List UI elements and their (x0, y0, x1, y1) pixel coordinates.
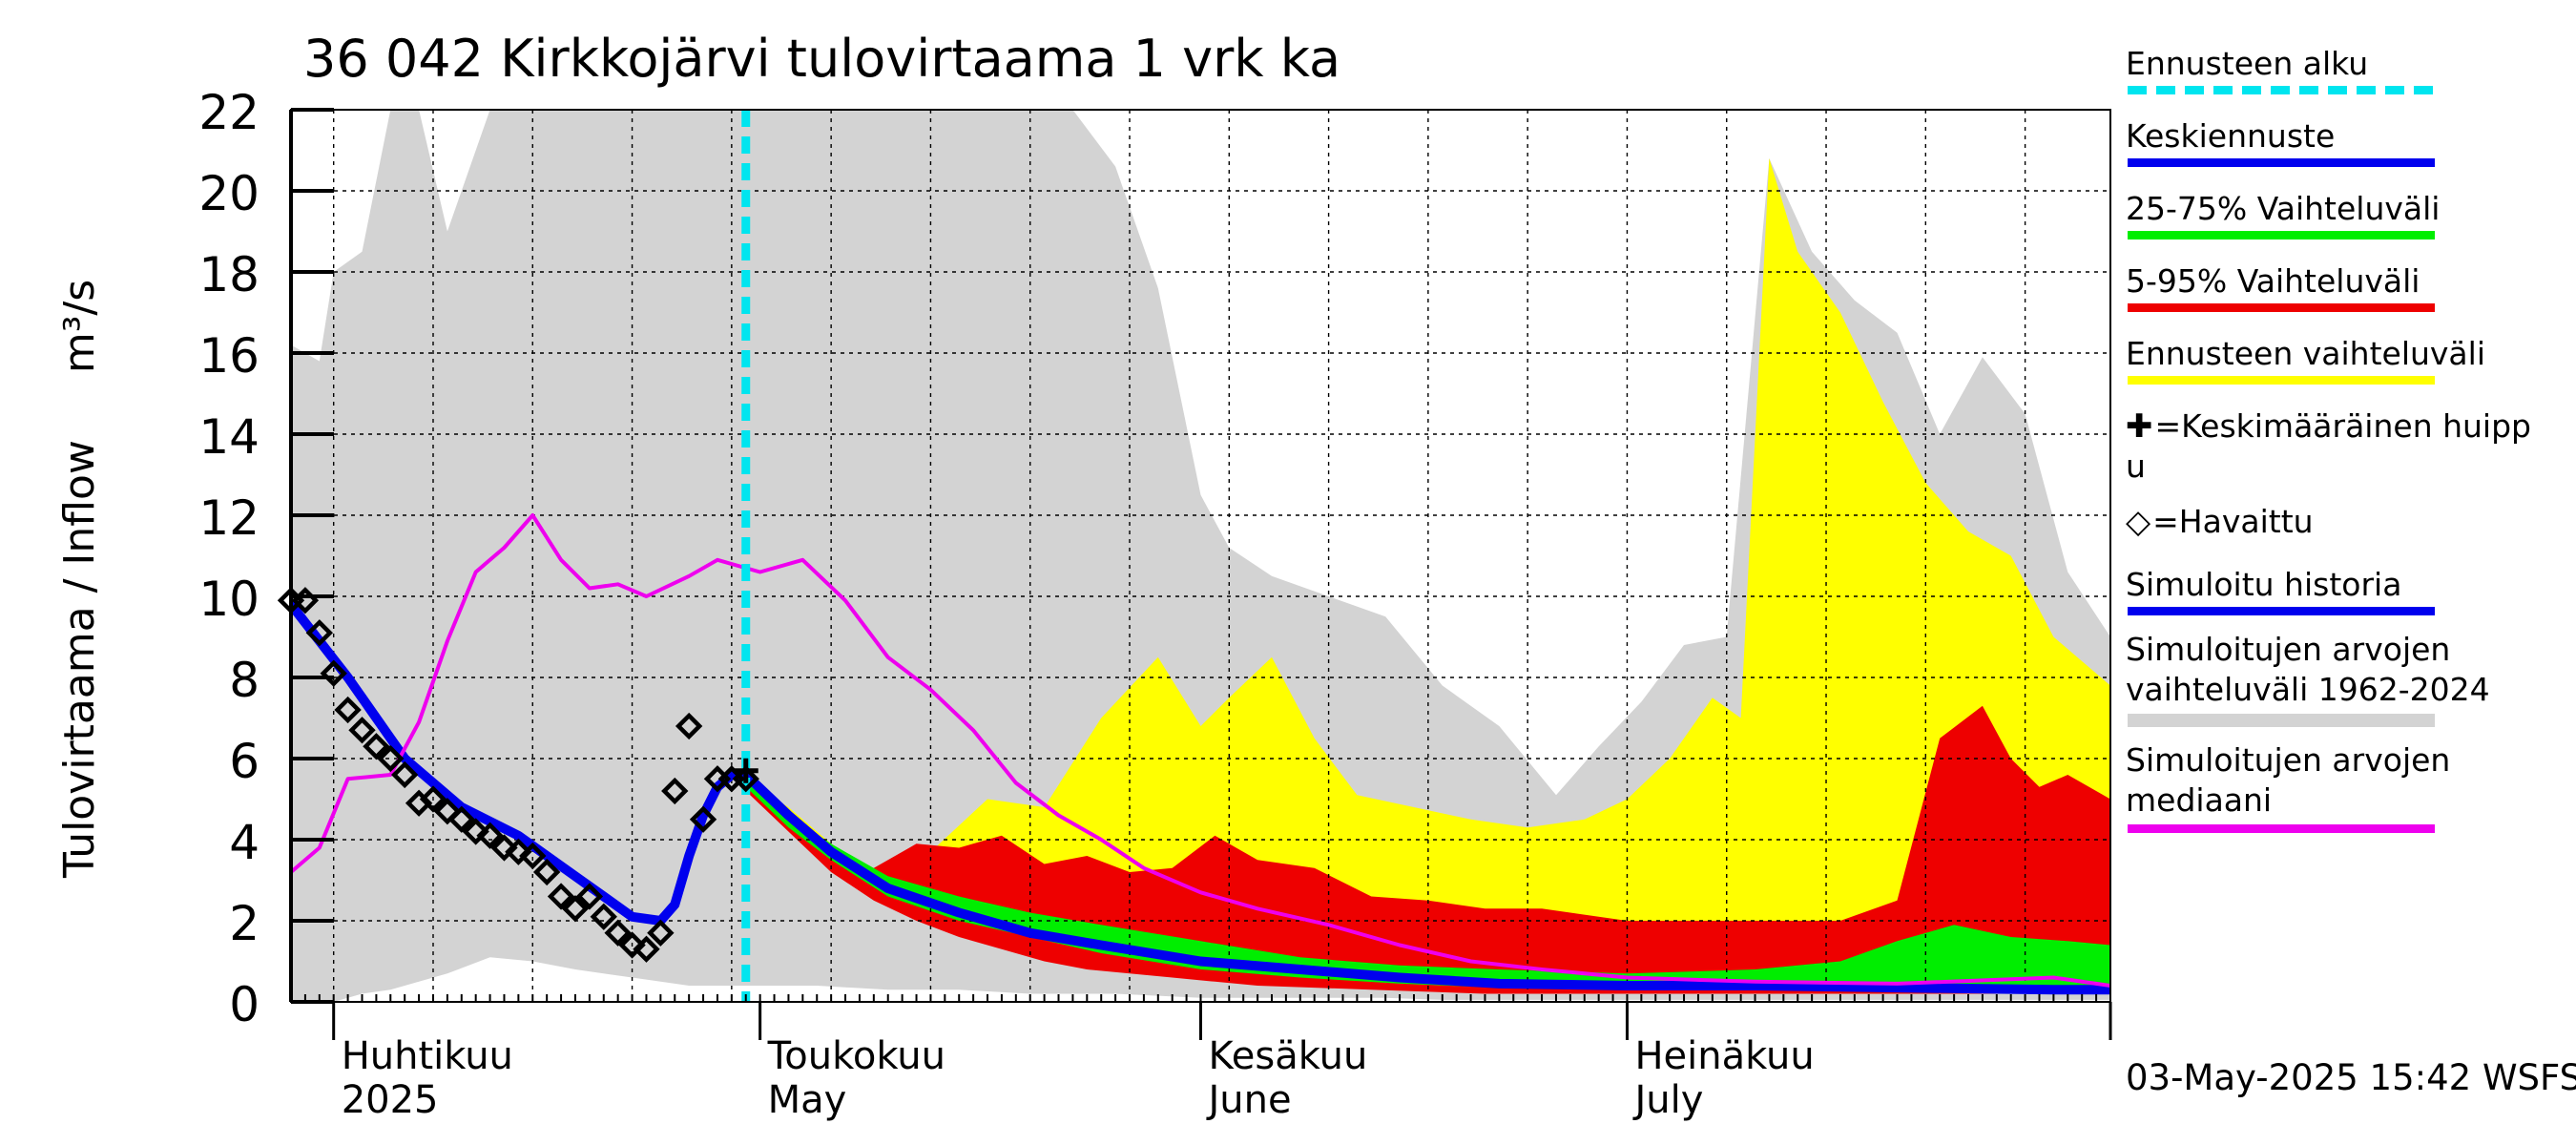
observed-point (689, 805, 717, 833)
diamond-icon: ◇ (2126, 503, 2151, 541)
y-axis-label-text: Tulovirtaama / Inflow (55, 440, 104, 878)
y-tick-label: 18 (198, 247, 260, 302)
mean-peak-marker (733, 758, 758, 783)
x-month-label: Huhtikuu (342, 1034, 513, 1078)
observed-point (419, 785, 447, 813)
legend-swatch (2128, 714, 2435, 727)
legend-label: =Keskimääräinen huipp u (2126, 407, 2531, 485)
observed-point (490, 834, 518, 862)
observed-point (447, 805, 475, 833)
observed-point (604, 919, 632, 947)
band-band_25_75 (745, 779, 2110, 990)
legend-label: Simuloitu historia (2126, 566, 2402, 603)
observed-point (476, 822, 504, 849)
legend-item-median: Simuloitujen arvojen mediaani (2126, 740, 2545, 833)
legend-label: Simuloitujen arvojen vaihteluväli 1962-2… (2126, 631, 2490, 708)
observed-point (334, 696, 362, 724)
observed-point (348, 717, 376, 744)
chart-title: 36 042 Kirkkojärvi tulovirtaama 1 vrk ka (303, 29, 1341, 89)
x-month-label: June (1206, 1078, 1292, 1122)
observed-point (305, 619, 333, 647)
x-month-label: Toukokuu (767, 1034, 945, 1078)
observed-point (391, 760, 419, 789)
y-tick-label: 4 (229, 815, 260, 870)
y-tick-label: 20 (198, 166, 260, 221)
legend-label: Keskiennuste (2126, 117, 2336, 155)
observed-point (590, 903, 617, 930)
y-axis-label: Tulovirtaama / Inflow m³/s (55, 280, 104, 878)
y-tick-label: 10 (198, 572, 260, 627)
observed-point (561, 895, 590, 923)
legend-item-observed: ◇=Havaittu (2126, 502, 2545, 542)
legend-item-mean_forecast: Keskiennuste (2126, 116, 2545, 167)
observed-point (505, 838, 532, 865)
y-tick-label: 22 (198, 85, 260, 140)
legend-swatch (2128, 158, 2435, 167)
observed-point (462, 818, 489, 845)
observed-point (547, 883, 575, 910)
observed-point (661, 777, 689, 805)
legend-item-peak: ✚=Keskimääräinen huipp u (2126, 406, 2545, 487)
band-band_5_95 (745, 705, 2110, 994)
observed-point (433, 798, 462, 825)
observed-point (363, 733, 390, 760)
y-tick-label: 14 (198, 409, 260, 465)
legend-label: 25-75% Vaihteluväli (2126, 190, 2441, 227)
legend-swatch (2128, 824, 2435, 833)
legend-label: Simuloitujen arvojen mediaani (2126, 741, 2451, 819)
series-mean_forecast (740, 770, 2110, 995)
x-month-label: Kesäkuu (1209, 1034, 1368, 1078)
observed-point (377, 744, 405, 773)
x-month-label: July (1631, 1078, 1703, 1122)
series-sim_history (291, 599, 751, 926)
legend-label: Ennusteen vaihteluväli (2126, 335, 2485, 372)
y-tick-label: 12 (198, 490, 260, 546)
observed-point (633, 935, 660, 963)
x-month-label: 2025 (342, 1078, 439, 1122)
timestamp-footer: 03-May-2025 15:42 WSFS-O (2126, 1057, 2576, 1098)
observed-point (532, 858, 561, 886)
x-month-label: Heinäkuu (1634, 1034, 1814, 1078)
observed-point (647, 919, 675, 947)
legend-item-forecast_range: Ennusteen vaihteluväli (2126, 334, 2545, 385)
y-tick-label: 2 (229, 896, 260, 951)
y-axis-unit: m³/s (55, 279, 104, 374)
legend-label: 5-95% Vaihteluväli (2126, 262, 2420, 300)
legend-label: Ennusteen alku (2126, 45, 2369, 82)
observed-point (732, 765, 759, 793)
legend-item-sim_history: Simuloitu historia (2126, 565, 2545, 615)
legend-label: =Havaittu (2152, 503, 2314, 540)
legend-swatch (2128, 231, 2435, 239)
observed-point (519, 842, 547, 870)
legend-swatch (2128, 607, 2435, 615)
band-forecast_range (745, 158, 2110, 994)
legend-swatch (2128, 376, 2435, 385)
legend-item-band_25_75: 25-75% Vaihteluväli (2126, 189, 2545, 239)
series-median (291, 513, 2110, 988)
y-tick-label: 8 (229, 653, 260, 708)
y-tick-label: 6 (229, 734, 260, 789)
observed-point (320, 659, 347, 687)
legend-item-hist_range: Simuloitujen arvojen vaihteluväli 1962-2… (2126, 630, 2545, 727)
x-month-label: May (768, 1078, 847, 1122)
legend-swatch (2128, 86, 2435, 94)
y-tick-label: 0 (229, 977, 260, 1032)
observed-point (618, 931, 646, 959)
observed-point (675, 712, 703, 740)
legend-item-band_5_95: 5-95% Vaihteluväli (2126, 261, 2545, 312)
legend-swatch (2128, 303, 2435, 312)
plus-icon: ✚ (2126, 407, 2153, 446)
observed-point (575, 883, 604, 910)
y-tick-label: 16 (198, 328, 260, 384)
legend-item-forecast_start: Ennusteen alku (2126, 44, 2545, 94)
